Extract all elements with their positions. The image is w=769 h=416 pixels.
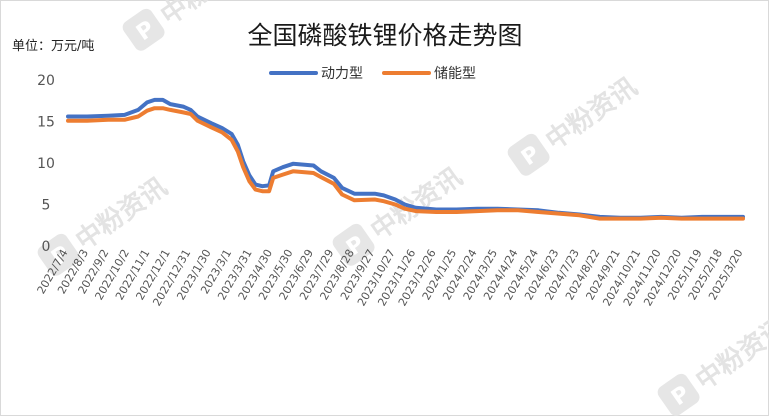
legend-label-series-0: 动力型: [321, 66, 363, 82]
y-tick-label: 20: [37, 73, 55, 89]
y-axis: 0 5 10 15 20: [37, 73, 55, 255]
unit-label: 单位：万元/吨: [12, 39, 94, 54]
p-logo-icon: [657, 373, 700, 416]
series-layer: [66, 97, 745, 221]
y-tick-label: 0: [42, 239, 51, 255]
p-logo-icon: [37, 233, 80, 276]
p-logo-icon: [332, 223, 375, 266]
y-tick-label: 15: [37, 115, 55, 131]
chart-title: 全国磷酸铁锂价格走势图: [247, 21, 522, 50]
p-logo-icon: [122, 8, 165, 51]
y-tick-label: 10: [37, 156, 55, 172]
p-logo-icon: [507, 133, 550, 176]
legend-label-series-1: 储能型: [434, 66, 476, 82]
y-tick-label: 5: [42, 198, 51, 214]
series-line-1: [66, 106, 745, 221]
legend: 动力型 储能型: [269, 66, 476, 82]
